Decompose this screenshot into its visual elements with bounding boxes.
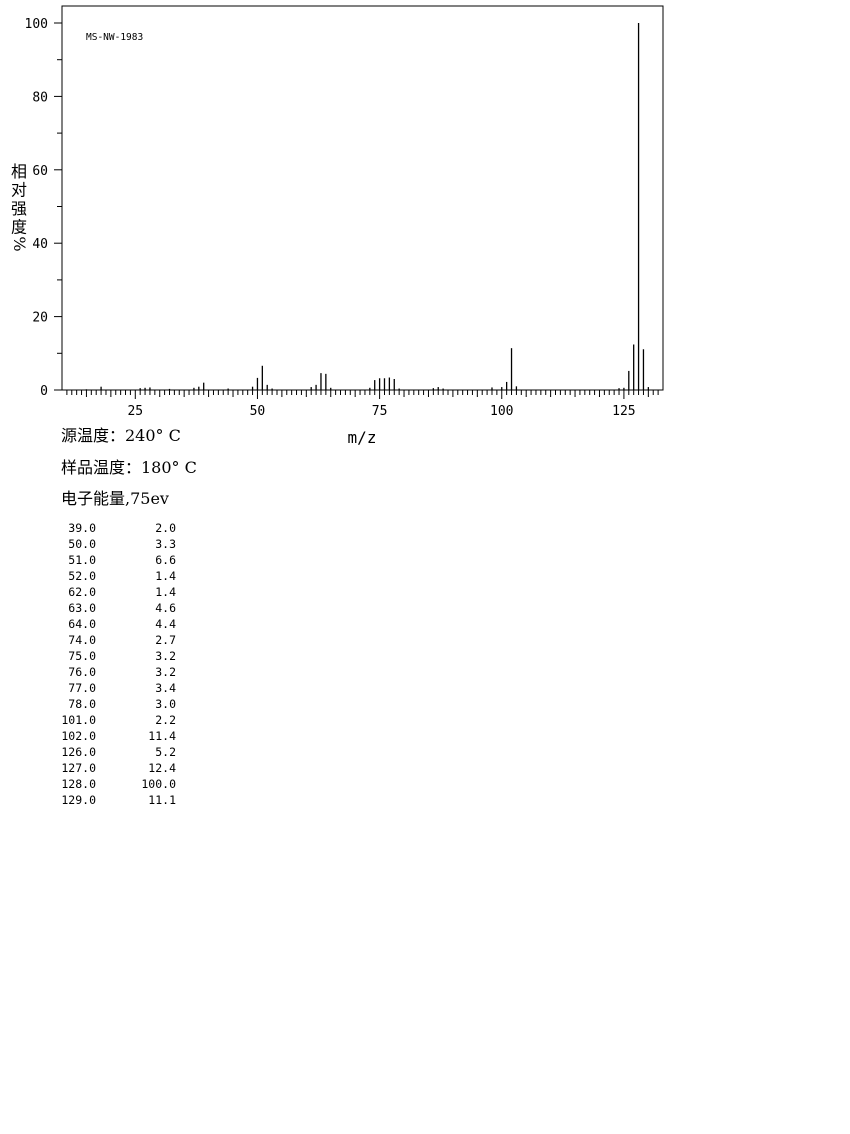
x-tick-label: 100 [490, 404, 513, 419]
y-axis: 0 20 40 60 80 100 [25, 17, 62, 399]
table-row: 52.0 1.4 [56, 568, 176, 584]
plot-frame [61, 5, 664, 391]
peak-mz: 76.0 [68, 665, 96, 679]
peak-mz: 102.0 [61, 729, 96, 743]
peak-mz: 74.0 [68, 633, 96, 647]
y-tick-label: 100 [25, 17, 48, 32]
spectrum-id-annotation: MS-NW-1983 [86, 32, 143, 43]
peak-intensity: 3.4 [155, 681, 176, 695]
peak-intensity: 11.4 [148, 729, 176, 743]
table-row: 102.0 11.4 [56, 728, 176, 744]
x-tick-label: 75 [372, 404, 388, 419]
y-tick-label: 60 [32, 164, 48, 179]
peak-mz: 50.0 [68, 537, 96, 551]
table-row: 78.0 3.0 [56, 696, 176, 712]
peak-mz: 77.0 [68, 681, 96, 695]
y-axis-label-char: 强 [11, 199, 27, 218]
peak-intensity: 11.1 [148, 793, 176, 807]
peak-intensity: 2.7 [155, 633, 176, 647]
peak-intensity: 12.4 [148, 761, 176, 775]
peak-intensity: 4.6 [155, 601, 176, 615]
peak-intensity: 3.3 [155, 537, 176, 551]
peak-mz: 63.0 [68, 601, 96, 615]
peak-table: 39.0 2.0 50.0 3.3 51.0 6.6 52.0 1.4 62.0 1.4 63.0 4… [56, 520, 176, 808]
source-temperature: 源温度：240° C [61, 426, 181, 445]
table-row: 128.0 100.0 [56, 776, 176, 792]
peak-intensity: 6.6 [155, 553, 176, 567]
peak-mz: 101.0 [61, 713, 96, 727]
peak-intensity: 3.2 [155, 649, 176, 663]
spectrum-peaks [85, 23, 649, 390]
peak-mz: 78.0 [68, 697, 96, 711]
y-axis-label-char: % [10, 236, 29, 251]
y-tick-label: 20 [32, 311, 48, 326]
y-tick-label: 40 [32, 237, 48, 252]
x-tick-label: 125 [612, 404, 635, 419]
x-axis-label: m/z [348, 428, 377, 447]
peak-intensity: 2.0 [155, 521, 176, 535]
table-row: 77.0 3.4 [56, 680, 176, 696]
x-tick-label: 50 [250, 404, 266, 419]
table-row: 50.0 3.3 [56, 536, 176, 552]
peak-intensity: 1.4 [155, 585, 176, 599]
x-axis: 25 50 75 100 125 [66, 390, 659, 419]
peak-intensity: 1.4 [155, 569, 176, 583]
peak-mz: 126.0 [61, 745, 96, 759]
peak-mz: 127.0 [61, 761, 96, 775]
peak-intensity: 100.0 [141, 777, 176, 791]
y-axis-label-char: 度 [11, 218, 27, 237]
peak-mz: 64.0 [68, 617, 96, 631]
table-row: 129.0 11.1 [56, 792, 176, 808]
sample-temperature: 样品温度：180° C [61, 458, 197, 477]
table-row: 64.0 4.4 [56, 616, 176, 632]
y-tick-label: 0 [40, 384, 48, 399]
peak-mz: 75.0 [68, 649, 96, 663]
peak-intensity: 3.2 [155, 665, 176, 679]
table-row: 62.0 1.4 [56, 584, 176, 600]
table-row: 126.0 5.2 [56, 744, 176, 760]
table-row: 101.0 2.2 [56, 712, 176, 728]
y-axis-label-char: 相 [11, 162, 27, 181]
table-row: 63.0 4.6 [56, 600, 176, 616]
peak-intensity: 5.2 [155, 745, 176, 759]
table-row: 127.0 12.4 [56, 760, 176, 776]
table-row: 39.0 2.0 [56, 520, 176, 536]
peak-mz: 62.0 [68, 585, 96, 599]
electron-energy: 电子能量,75ev [61, 489, 169, 508]
peak-mz: 129.0 [61, 793, 96, 807]
mass-spectrum-chart: 0 20 40 60 80 100 25 50 75 100 125 MS-NW-1983 m/z… [10, 5, 664, 447]
table-row: 76.0 3.2 [56, 664, 176, 680]
y-tick-label: 80 [32, 90, 48, 105]
peak-mz: 128.0 [61, 777, 96, 791]
peak-intensity: 2.2 [155, 713, 176, 727]
table-row: 75.0 3.2 [56, 648, 176, 664]
table-row: 51.0 6.6 [56, 552, 176, 568]
peak-mz: 52.0 [68, 569, 96, 583]
peak-intensity: 4.4 [155, 617, 176, 631]
peak-mz: 51.0 [68, 553, 96, 567]
peak-mz: 39.0 [68, 521, 96, 535]
x-tick-label: 25 [127, 404, 143, 419]
peak-intensity: 3.0 [155, 697, 176, 711]
y-axis-label-char: 对 [11, 181, 27, 200]
table-row: 74.0 2.7 [56, 632, 176, 648]
